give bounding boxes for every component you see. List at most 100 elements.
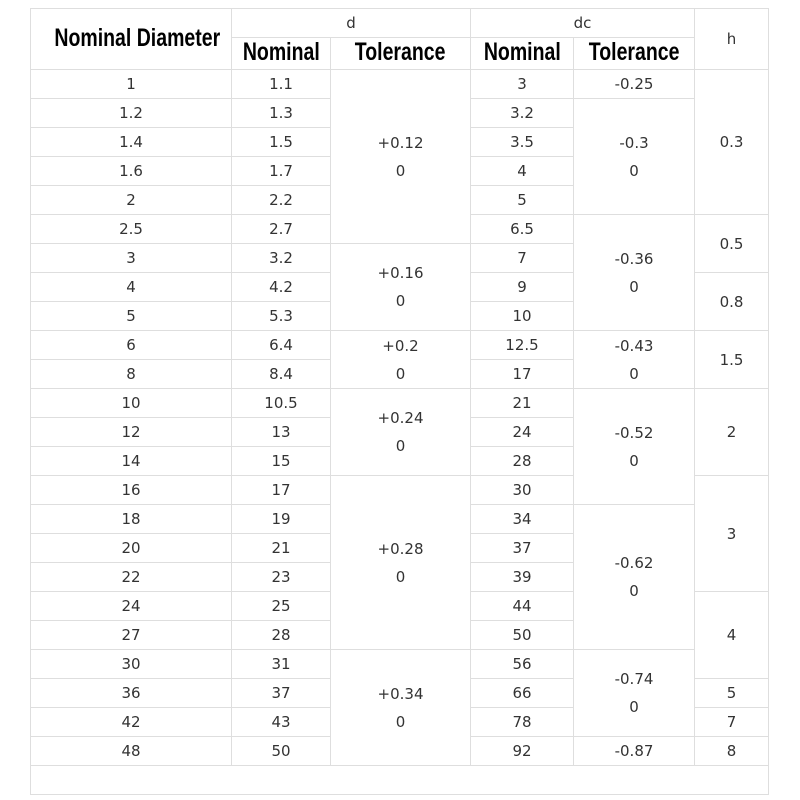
nominal-diameter: 48 <box>30 736 232 766</box>
d-nominal: 31 <box>231 649 331 679</box>
empty-row <box>30 765 769 795</box>
h-value: 1.5 <box>694 330 769 389</box>
header-cell: Tolerance <box>573 37 695 70</box>
dc-nominal: 9 <box>470 272 574 302</box>
table-row: 30 31 +0.34 0 56 -0.74 0 <box>30 649 769 766</box>
h-value: 3 <box>694 475 769 592</box>
tolerance-upper: +0.16 <box>377 264 424 282</box>
nominal-diameter: 27 <box>30 620 232 650</box>
h-value: 7 <box>694 707 769 737</box>
d-nominal: 17 <box>231 475 331 505</box>
dc-nominal: 66 <box>470 678 574 708</box>
dc-nominal: 12.5 <box>470 330 574 360</box>
d-nominal: 10.5 <box>231 388 331 418</box>
dc-nominal: 3 <box>470 69 574 99</box>
nominal-diameter: 5 <box>30 301 232 331</box>
table-row: 14 15 28 <box>30 446 769 476</box>
tolerance-lower: 0 <box>395 437 406 455</box>
tolerance-cell: +0.28 0 <box>330 475 471 650</box>
d-nominal: 37 <box>231 678 331 708</box>
tolerance-lower: 0 <box>629 364 639 383</box>
d-nominal: 6.4 <box>231 330 331 360</box>
nominal-diameter: 16 <box>30 475 232 505</box>
header-cell: Nominal Diameter <box>30 8 232 70</box>
tolerance-upper: -0.74 <box>614 670 654 688</box>
tolerance-cell: +0.16 0 <box>330 243 471 331</box>
table-row: 36 37 66 5 <box>30 678 769 708</box>
tolerance-lower: 0 <box>629 451 639 470</box>
d-nominal: 1.1 <box>231 69 331 99</box>
tolerance-cell: -0.87 <box>573 736 695 766</box>
tolerance-upper: -0.25 <box>614 75 654 93</box>
d-nominal: 19 <box>231 504 331 534</box>
nominal-diameter: 1.6 <box>30 156 232 186</box>
nominal-diameter: 12 <box>30 417 232 447</box>
empty-cell <box>30 765 769 795</box>
header-cell: Nominal <box>231 37 331 70</box>
tolerance-lower: 0 <box>629 161 639 180</box>
dc-nominal: 28 <box>470 446 574 476</box>
nominal-diameter: 1.4 <box>30 127 232 157</box>
tolerance-cell: -0.74 0 <box>573 649 695 737</box>
dc-nominal: 37 <box>470 533 574 563</box>
table-row: 48 50 92 -0.87 8 <box>30 736 769 766</box>
header-text: Nominal <box>483 38 561 66</box>
table-row: 1.2 1.3 3.2 -0.3 0 <box>30 98 769 215</box>
tolerance-upper: +0.2 <box>382 336 419 355</box>
d-nominal: 1.7 <box>231 156 331 186</box>
table-row: 18 19 34 -0.62 0 <box>30 504 769 650</box>
d-nominal: 43 <box>231 707 331 737</box>
tolerance-lower: 0 <box>395 712 406 731</box>
tolerance-upper: -0.3 <box>619 133 649 152</box>
dc-nominal: 30 <box>470 475 574 505</box>
tolerance-lower: 0 <box>395 161 406 180</box>
table-row: 42 43 78 7 <box>30 707 769 737</box>
d-nominal: 50 <box>231 736 331 766</box>
tolerance-cell: +0.12 0 <box>330 69 471 244</box>
d-nominal: 13 <box>231 417 331 447</box>
dc-nominal: 10 <box>470 301 574 331</box>
dc-nominal: 44 <box>470 591 574 621</box>
d-nominal: 28 <box>231 620 331 650</box>
header-cell: Nominal <box>470 37 574 70</box>
tolerance-upper: -0.43 <box>614 336 654 355</box>
dc-nominal: 39 <box>470 562 574 592</box>
dc-nominal: 24 <box>470 417 574 447</box>
table-body: 1 1.1 +0.12 0 3 -0.25 0.3 1.2 1.3 3.2 -0.3 0 1.4 1.5 3… <box>30 69 769 795</box>
nominal-diameter: 2.5 <box>30 214 232 244</box>
tolerance-cell: -0.52 0 <box>573 388 695 505</box>
dc-nominal: 6.5 <box>470 214 574 244</box>
nominal-diameter: 18 <box>30 504 232 534</box>
dc-nominal: 17 <box>470 359 574 389</box>
dc-nominal: 3.2 <box>470 98 574 128</box>
tolerance-upper: +0.28 <box>377 539 424 558</box>
tolerance-cell: +0.34 0 <box>330 649 471 766</box>
tolerance-cell: -0.3 0 <box>573 98 695 215</box>
tolerance-lower: 0 <box>629 698 639 716</box>
nominal-diameter: 42 <box>30 707 232 737</box>
table-row: 1 1.1 +0.12 0 3 -0.25 0.3 <box>30 69 769 244</box>
d-nominal: 23 <box>231 562 331 592</box>
header-cell: h <box>694 8 769 70</box>
h-value: 0.5 <box>694 214 769 273</box>
tolerance-lower: 0 <box>395 567 406 586</box>
header-text: Tolerance <box>355 38 446 66</box>
tolerance-upper: -0.36 <box>614 249 654 268</box>
d-nominal: 15 <box>231 446 331 476</box>
h-value: 4 <box>694 591 769 679</box>
h-value: 8 <box>694 736 769 766</box>
dc-nominal: 7 <box>470 243 574 273</box>
d-nominal: 2.2 <box>231 185 331 215</box>
table-row: 3 3.2 +0.16 0 7 <box>30 243 769 331</box>
h-value: 0.3 <box>694 69 769 215</box>
d-nominal: 25 <box>231 591 331 621</box>
table-row: 20 21 37 <box>30 533 769 563</box>
tolerance-cell: -0.43 0 <box>573 330 695 389</box>
h-value: 2 <box>694 388 769 476</box>
nominal-diameter: 20 <box>30 533 232 563</box>
nominal-diameter: 1 <box>30 69 232 99</box>
d-nominal: 1.3 <box>231 98 331 128</box>
header-text: Nominal <box>242 38 320 66</box>
nominal-diameter: 6 <box>30 330 232 360</box>
